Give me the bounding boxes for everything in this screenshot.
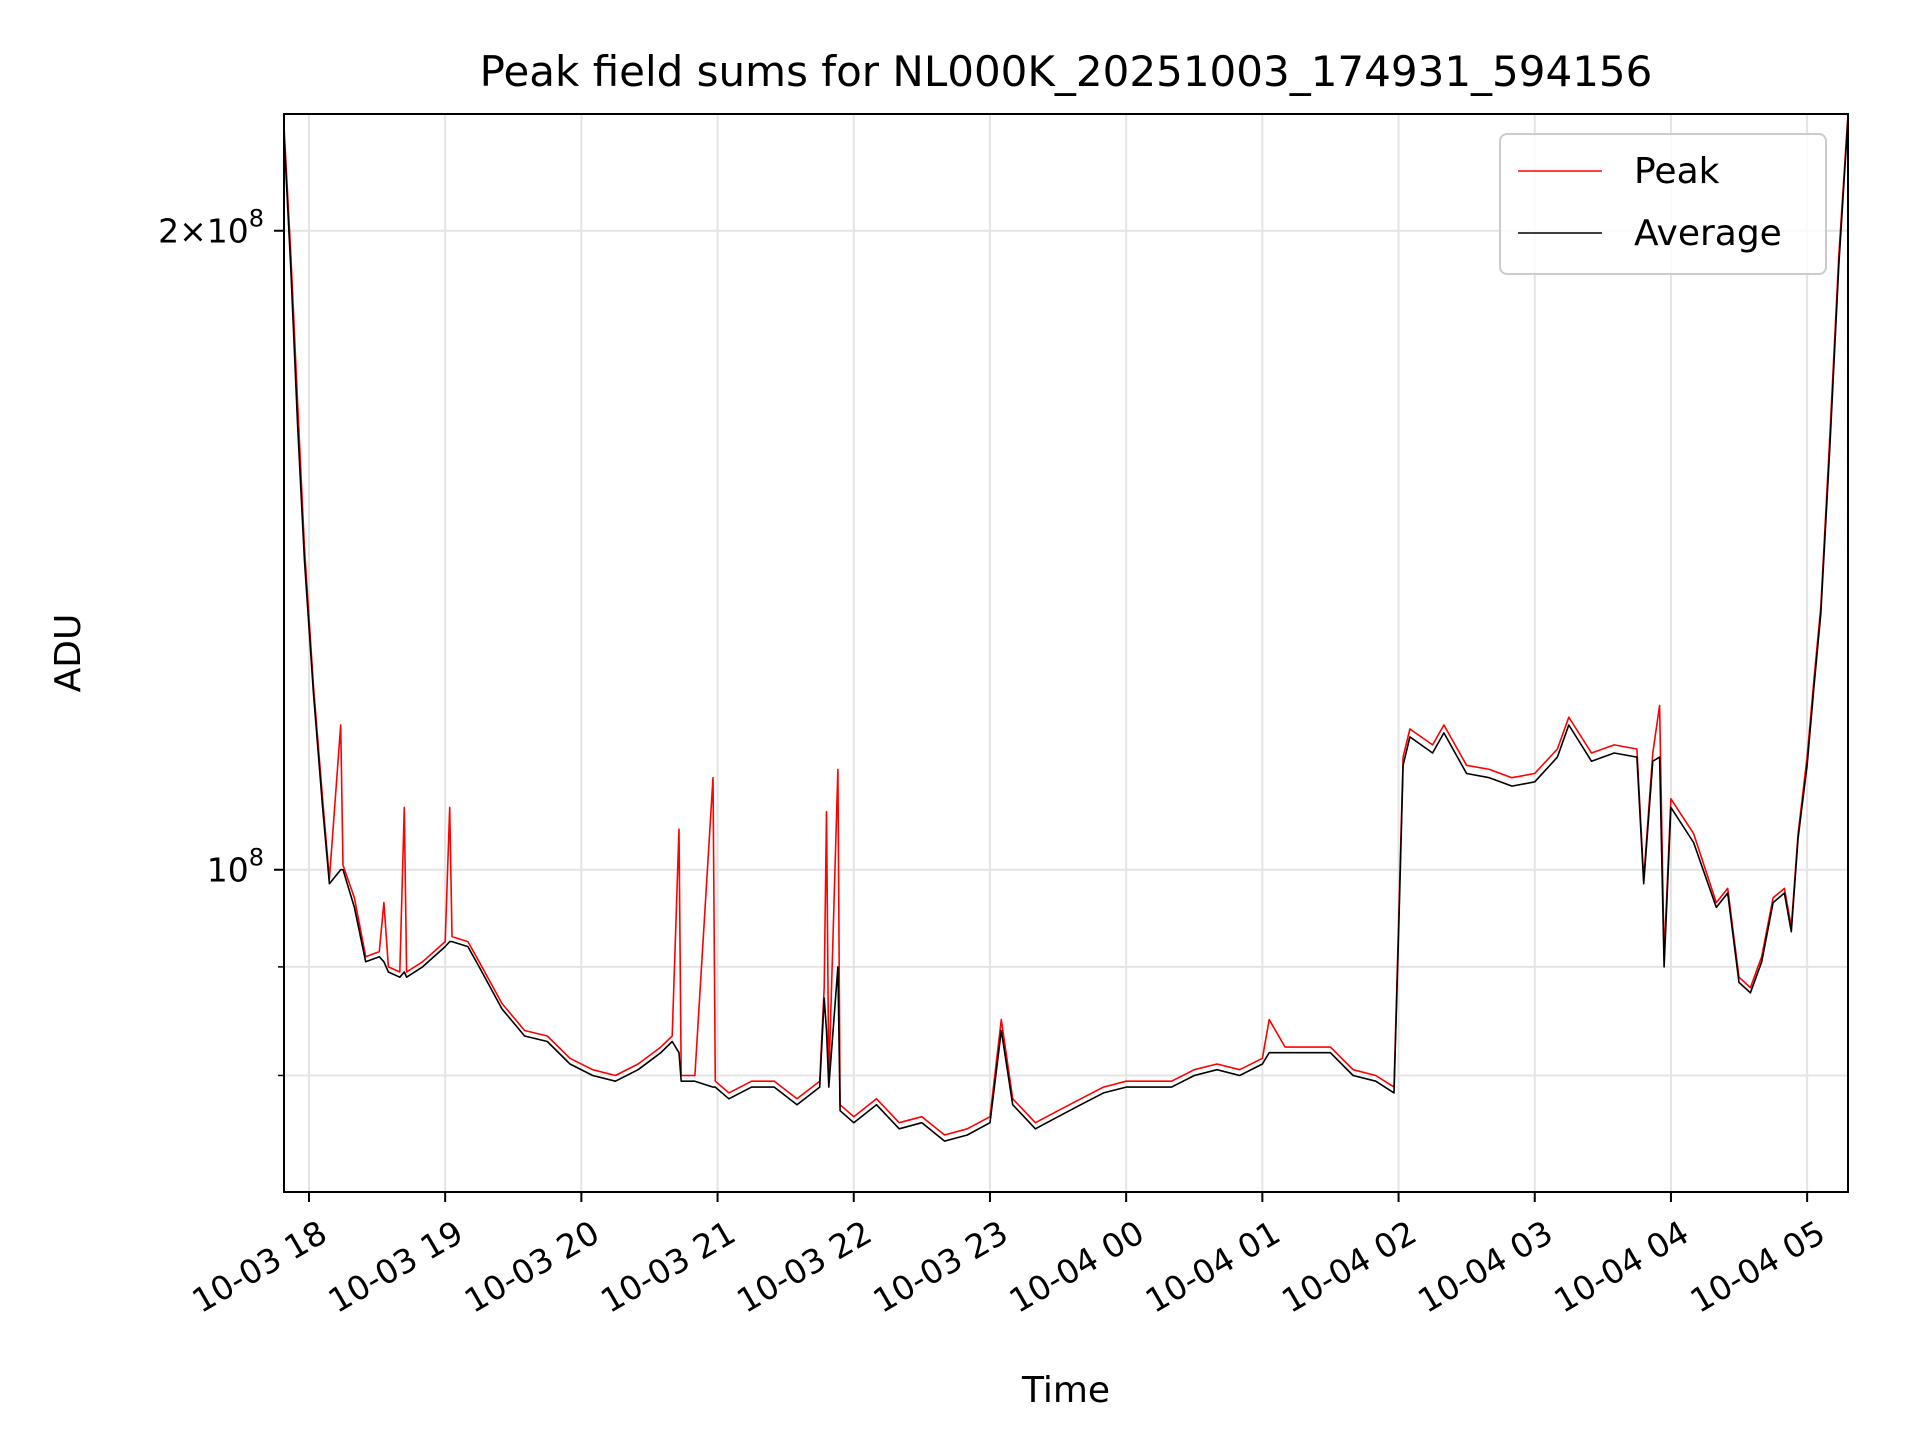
legend-box bbox=[1499, 133, 1827, 275]
y-axis-label: ADU bbox=[48, 614, 89, 693]
y-tick-label: 2×108 bbox=[158, 205, 264, 251]
series-layer bbox=[284, 114, 1848, 1142]
y-tick-label: 108 bbox=[207, 844, 264, 890]
plot-frame bbox=[283, 113, 1849, 1193]
grid bbox=[284, 114, 1848, 1192]
chart-title: Peak field sums for NL000K_20251003_1749… bbox=[480, 47, 1653, 96]
legend-label-peak: Peak bbox=[1634, 151, 1720, 192]
legend: Peak Average bbox=[1499, 133, 1827, 275]
series-line-average bbox=[284, 118, 1848, 1142]
legend-label-average: Average bbox=[1634, 213, 1782, 254]
series-line-peak bbox=[284, 114, 1848, 1136]
x-axis-label: Time bbox=[1021, 1370, 1110, 1411]
